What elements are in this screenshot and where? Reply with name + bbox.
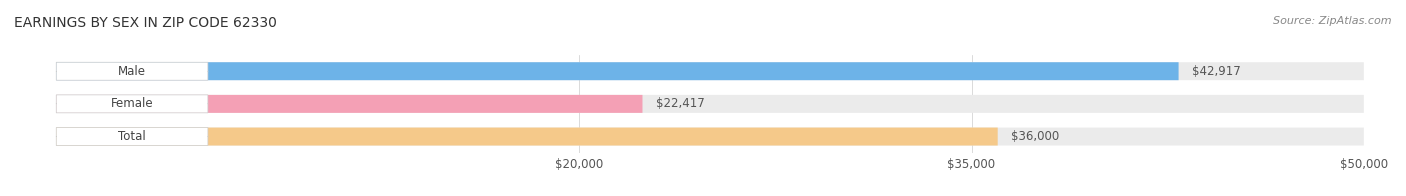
FancyBboxPatch shape — [56, 95, 208, 113]
FancyBboxPatch shape — [56, 128, 208, 145]
FancyBboxPatch shape — [56, 95, 643, 113]
Text: EARNINGS BY SEX IN ZIP CODE 62330: EARNINGS BY SEX IN ZIP CODE 62330 — [14, 16, 277, 30]
Text: $42,917: $42,917 — [1192, 65, 1240, 78]
Text: Female: Female — [111, 97, 153, 110]
Text: $36,000: $36,000 — [1011, 130, 1059, 143]
FancyBboxPatch shape — [56, 62, 208, 80]
FancyBboxPatch shape — [56, 128, 1364, 145]
Text: Male: Male — [118, 65, 146, 78]
FancyBboxPatch shape — [56, 95, 1364, 113]
FancyBboxPatch shape — [56, 62, 1364, 80]
Text: $22,417: $22,417 — [655, 97, 704, 110]
Text: Source: ZipAtlas.com: Source: ZipAtlas.com — [1274, 16, 1392, 26]
FancyBboxPatch shape — [56, 128, 998, 145]
Text: Total: Total — [118, 130, 146, 143]
FancyBboxPatch shape — [56, 62, 1178, 80]
